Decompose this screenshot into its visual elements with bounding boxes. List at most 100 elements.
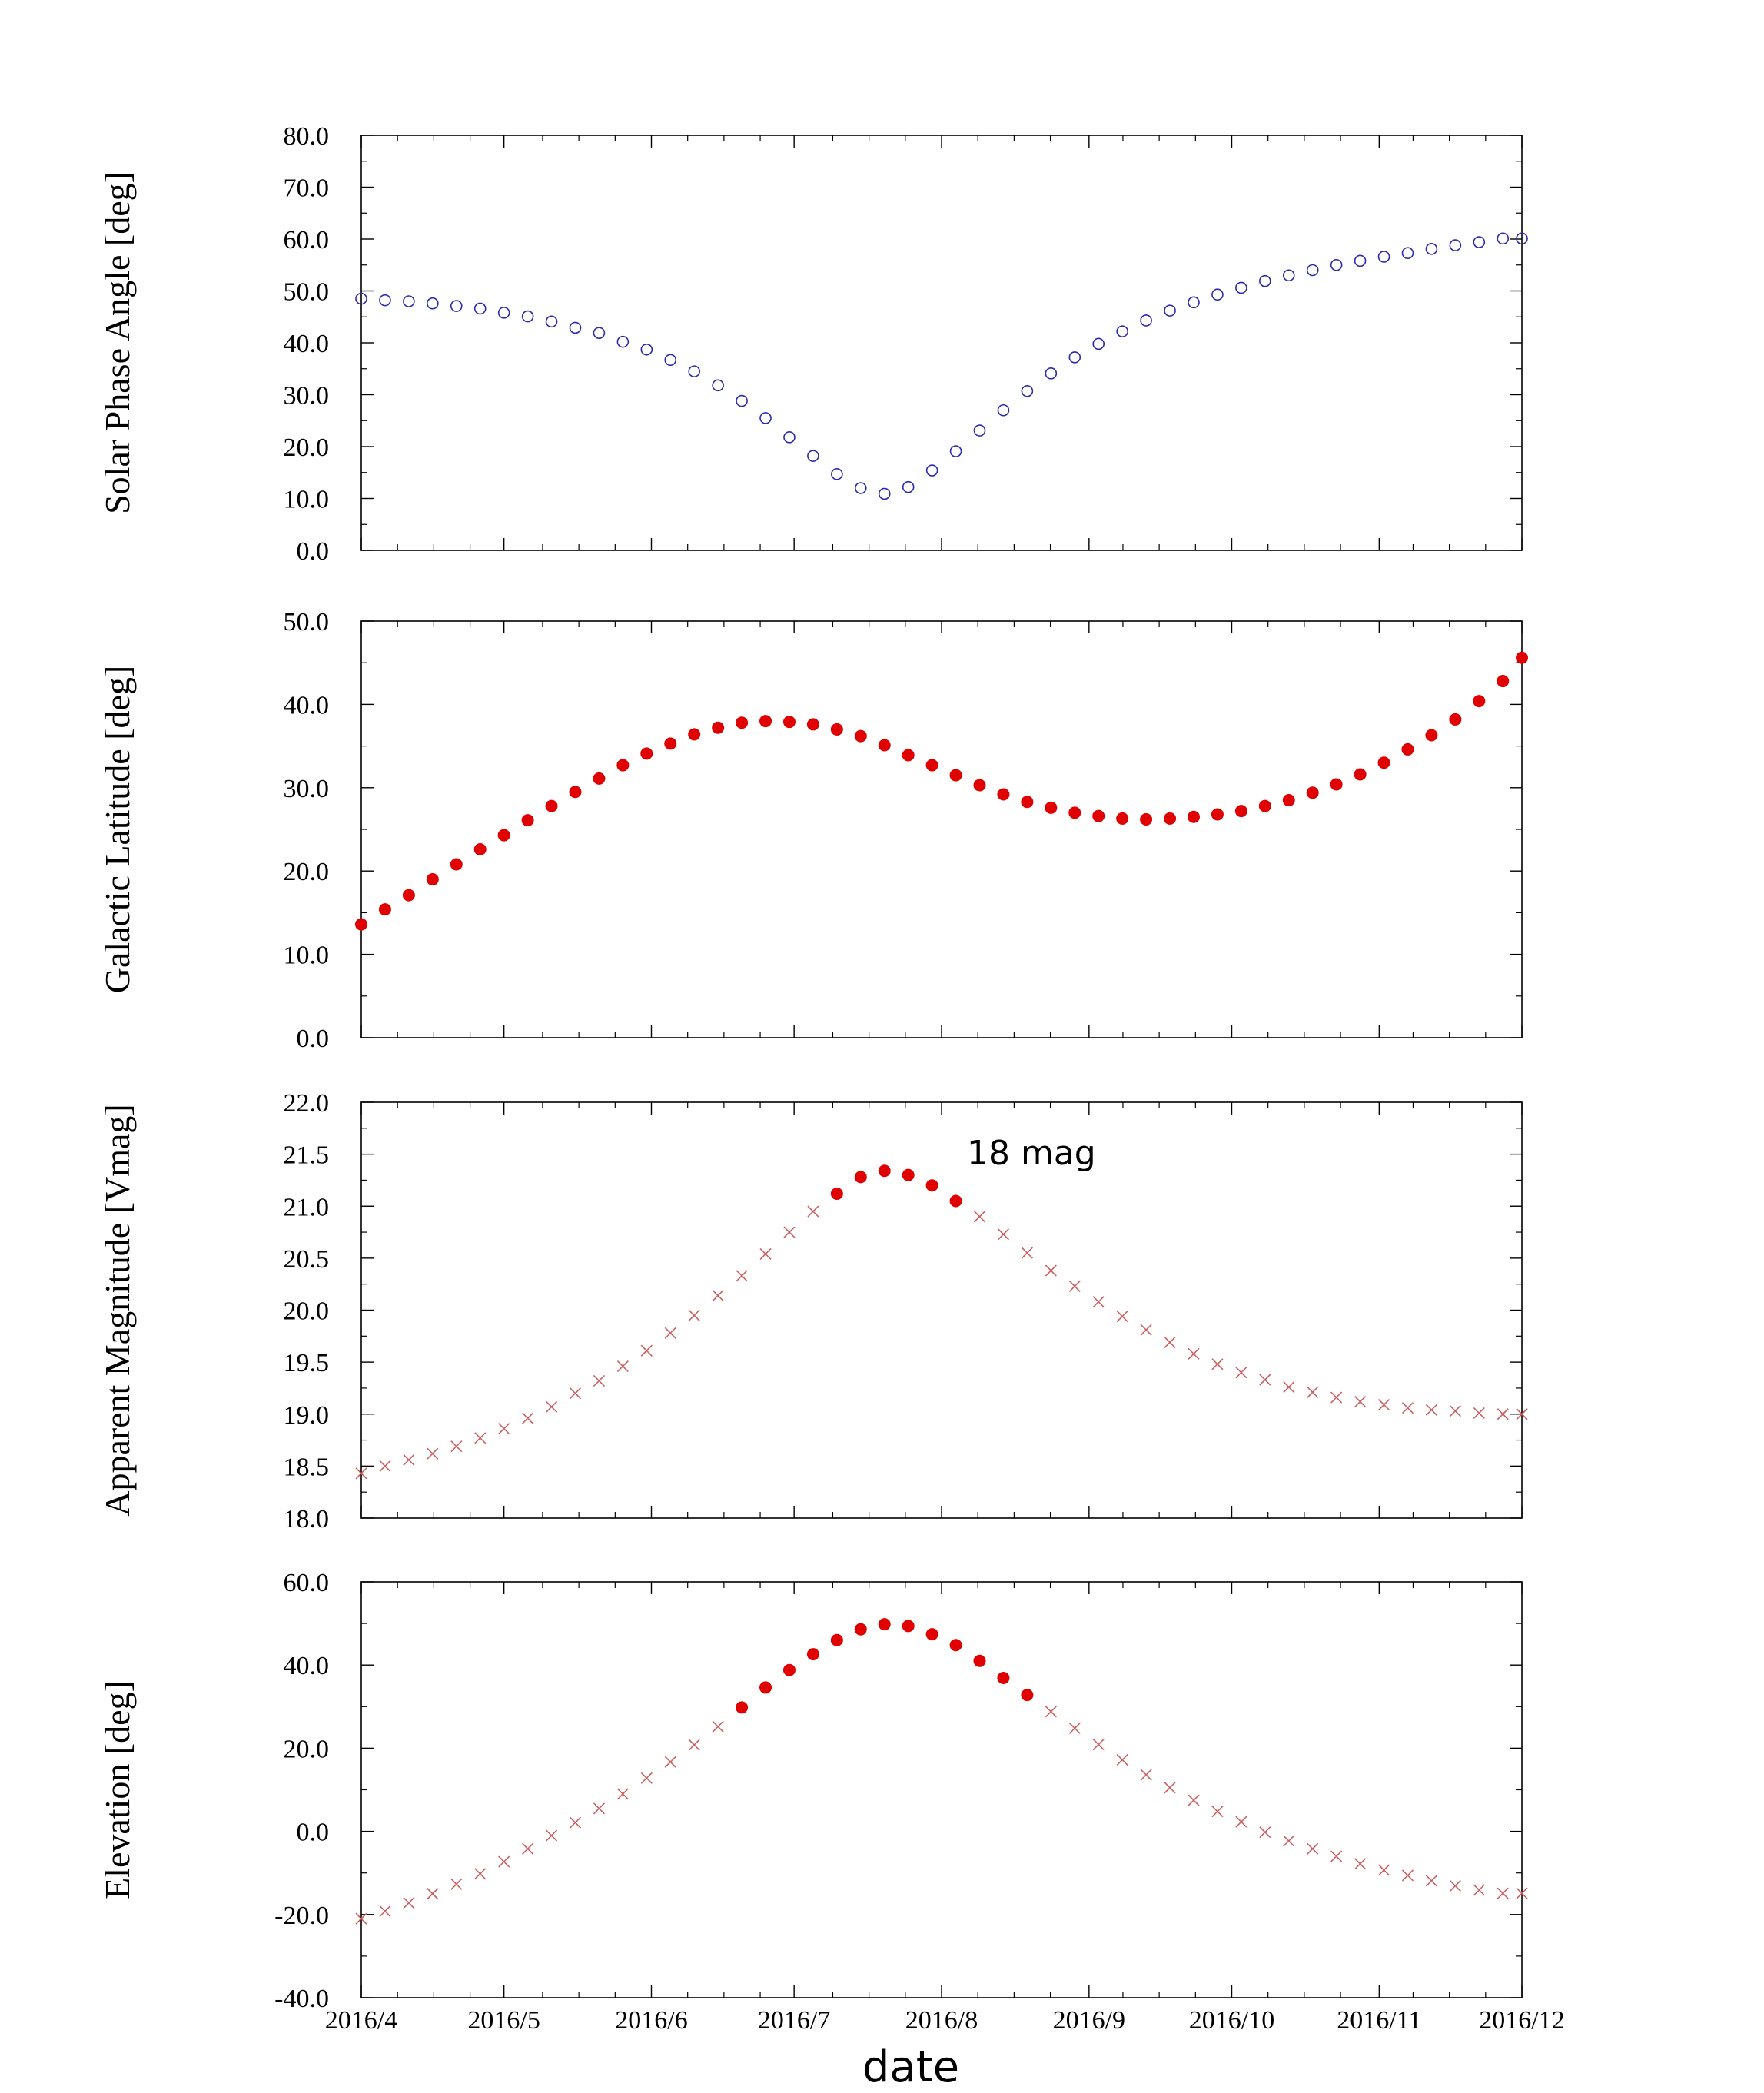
data-point xyxy=(1307,1386,1319,1398)
x-marker-stroke xyxy=(545,1400,558,1413)
data-point xyxy=(1449,1879,1461,1892)
data-point xyxy=(1116,1753,1128,1766)
x-marker-stroke xyxy=(973,1211,986,1223)
data-point xyxy=(1259,1374,1271,1386)
data-point xyxy=(925,1628,938,1641)
x-marker-stroke xyxy=(1354,1395,1367,1408)
data-point xyxy=(688,1309,700,1321)
y-tick-label: 18.5 xyxy=(284,1453,330,1481)
x-marker-stroke xyxy=(783,1226,796,1238)
data-point xyxy=(522,1412,534,1424)
data-point xyxy=(1258,799,1271,812)
x-marker-stroke xyxy=(522,1412,534,1424)
data-point xyxy=(1473,1407,1485,1419)
data-point xyxy=(1425,1875,1437,1887)
x-marker-stroke xyxy=(1516,1408,1528,1420)
y-tick-label: 10.0 xyxy=(284,942,330,970)
x-marker-stroke xyxy=(355,1912,367,1925)
data-point xyxy=(1068,1722,1081,1734)
x-marker-stroke xyxy=(616,1788,629,1800)
data-point xyxy=(831,467,843,480)
x-marker-stroke xyxy=(1425,1875,1437,1887)
data-point xyxy=(854,1623,867,1636)
chart-panel-3: 22.0 21.5 21.0 20.5 20.0 19.5 19.0 18.5 18.0 Appa… xyxy=(98,1089,1528,1533)
data-point xyxy=(1045,1264,1057,1277)
data-point xyxy=(569,786,582,799)
x-marker-stroke xyxy=(1140,1769,1152,1781)
data-point xyxy=(1045,801,1058,814)
data-point xyxy=(1473,236,1486,248)
x-marker-stroke xyxy=(1473,1407,1485,1419)
x-marker-stroke xyxy=(569,1387,582,1400)
x-marker-stroke xyxy=(1497,1408,1509,1420)
data-point xyxy=(902,480,915,493)
data-point xyxy=(1021,796,1034,809)
data-point xyxy=(450,300,463,312)
data-point xyxy=(712,721,725,734)
y-tick-label: 19.0 xyxy=(284,1401,330,1430)
x-tick-label: 2016/9 xyxy=(1053,2006,1125,2035)
data-point xyxy=(1283,1835,1295,1847)
data-point xyxy=(640,1344,653,1357)
data-point xyxy=(973,1211,986,1223)
data-point xyxy=(712,1289,724,1302)
x-marker-stroke xyxy=(1092,1296,1105,1308)
x-tick-label: 2016/5 xyxy=(467,2006,540,2035)
x-marker-stroke xyxy=(1283,1835,1295,1847)
data-point xyxy=(1401,247,1414,260)
data-point xyxy=(878,739,891,752)
data-point xyxy=(1068,351,1081,364)
x-marker-stroke xyxy=(593,1374,605,1387)
data-point xyxy=(1164,1782,1176,1794)
data-point xyxy=(640,343,653,356)
data-point xyxy=(1068,1280,1081,1292)
y-tick-label: 19.5 xyxy=(284,1349,330,1377)
x-marker-stroke xyxy=(1092,1738,1105,1751)
data-point xyxy=(806,1648,819,1661)
data-point xyxy=(1377,1864,1390,1876)
data-point xyxy=(949,1639,962,1652)
data-point xyxy=(1425,1404,1437,1416)
x-marker-stroke xyxy=(1068,1722,1081,1734)
y-axis-title: Elevation [deg] xyxy=(98,1680,137,1899)
data-point xyxy=(1497,1408,1509,1420)
data-point xyxy=(973,424,986,437)
x-marker-stroke xyxy=(1259,1826,1271,1839)
data-point xyxy=(593,772,606,785)
data-point xyxy=(1306,786,1319,799)
x-marker-stroke xyxy=(1401,1402,1414,1414)
data-point xyxy=(498,1423,510,1435)
x-marker-stroke xyxy=(1449,1405,1461,1417)
y-tick-label: 20.0 xyxy=(284,858,330,886)
data-point xyxy=(1425,243,1438,255)
data-point xyxy=(1306,264,1319,277)
data-point xyxy=(1235,1367,1247,1379)
y-tick-label: 30.0 xyxy=(284,775,330,803)
data-point xyxy=(545,1829,558,1842)
y-tick-label: 70.0 xyxy=(284,174,330,203)
data-point xyxy=(355,1467,367,1480)
data-point xyxy=(712,1720,724,1733)
data-point xyxy=(1497,232,1510,245)
data-point xyxy=(949,1194,962,1208)
data-point xyxy=(426,873,439,886)
x-marker-stroke xyxy=(498,1423,510,1435)
x-marker-stroke xyxy=(498,1855,510,1868)
data-point xyxy=(1021,1247,1033,1259)
x-marker-stroke xyxy=(1211,1358,1224,1370)
x-marker-stroke xyxy=(1283,1381,1295,1394)
x-marker-stroke xyxy=(545,1829,558,1842)
x-marker-stroke xyxy=(1497,1887,1509,1899)
x-marker-stroke xyxy=(1116,1311,1128,1323)
x-marker-stroke xyxy=(1307,1842,1319,1855)
data-point xyxy=(902,1620,915,1633)
x-marker-stroke xyxy=(1188,1794,1200,1806)
x-marker-stroke xyxy=(759,1247,772,1261)
data-point xyxy=(1377,756,1390,769)
x-marker-stroke xyxy=(1377,1399,1390,1411)
x-marker-stroke xyxy=(1354,1858,1367,1870)
x-tick-label: 2016/10 xyxy=(1189,2006,1274,2035)
data-point xyxy=(1164,1336,1176,1348)
data-point xyxy=(593,1802,605,1815)
x-tick-label: 2016/12 xyxy=(1479,2006,1564,2035)
